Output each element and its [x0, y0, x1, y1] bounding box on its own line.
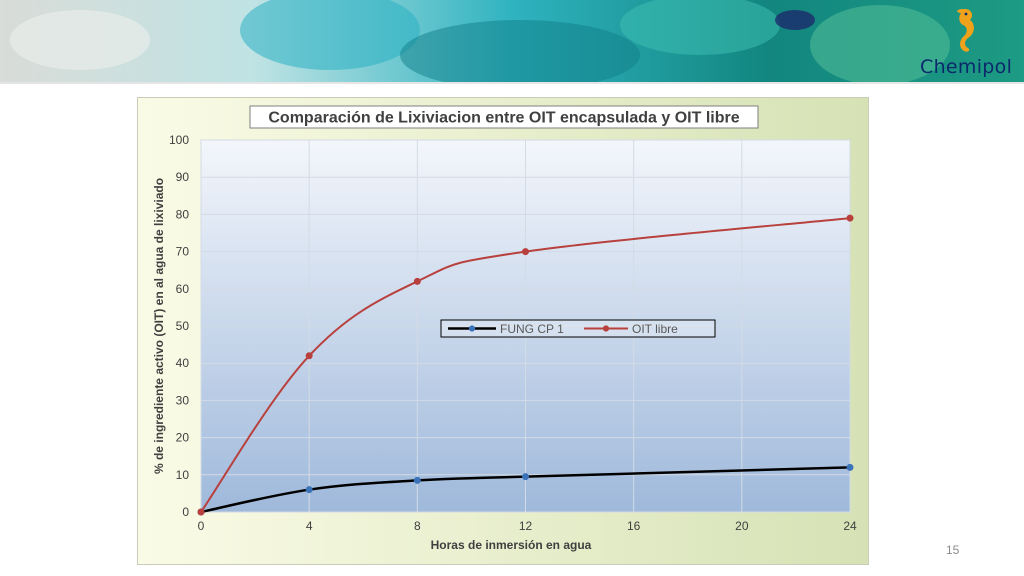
y-tick-label: 20 — [176, 431, 190, 445]
legend-box — [440, 319, 716, 338]
data-point-oit-libre — [305, 352, 313, 360]
y-tick-label: 100 — [169, 133, 189, 147]
data-point-fung-cp-1 — [413, 476, 421, 484]
seahorse-icon — [957, 9, 974, 52]
data-point-oit-libre — [197, 508, 205, 516]
x-tick-label: 20 — [735, 519, 749, 533]
data-point-oit-libre — [846, 214, 854, 222]
title-box — [249, 105, 759, 129]
series-line-oit-libre — [200, 217, 851, 513]
legend-label-fung-cp-1: FUNG CP 1 — [500, 322, 564, 336]
x-tick-label: 0 — [198, 519, 205, 533]
legend-label-oit-libre: OIT libre — [632, 322, 678, 336]
x-tick-label: 24 — [843, 519, 857, 533]
legend-marker-oit-libre — [602, 325, 610, 332]
x-tick-label: 12 — [519, 519, 533, 533]
series-line-fung-cp-1 — [200, 466, 851, 514]
data-point-oit-libre — [413, 277, 421, 285]
logo-text: Chemipol — [920, 56, 1013, 78]
data-point-fung-cp-1 — [522, 473, 529, 481]
y-tick-label: 70 — [176, 245, 190, 259]
chart-area: 0 10 20 30 40 50 60 70 80 90 100 0 4 8 12 16 20 24 Compar… — [137, 97, 869, 565]
y-tick-label: 80 — [176, 207, 190, 221]
y-tick-label: 0 — [182, 505, 189, 519]
data-point-fung-cp-1 — [846, 463, 854, 471]
y-tick-label: 30 — [176, 393, 190, 407]
y-tick-label: 10 — [176, 468, 190, 482]
y-tick-label: 40 — [176, 356, 190, 370]
series-layer — [197, 214, 854, 516]
header-banner — [0, 0, 1024, 84]
y-axis-label: % de ingrediente activo (OIT) en al agua… — [152, 178, 166, 474]
chart-title: Comparación de Lixiviacion entre OIT enc… — [268, 110, 739, 127]
y-tick-label: 60 — [176, 282, 190, 296]
data-point-fung-cp-1 — [305, 486, 313, 494]
tick-labels: 0 10 20 30 40 50 60 70 80 90 100 0 4 8 12 16 20 24 — [169, 133, 857, 533]
y-tick-label: 90 — [176, 170, 190, 184]
chemipol-logo: Chemipol — [920, 4, 1013, 80]
x-tick-label: 4 — [306, 519, 313, 533]
line-chart: 0 10 20 30 40 50 60 70 80 90 100 0 4 8 12 16 20 24 Compar… — [138, 98, 868, 564]
y-tick-label: 50 — [176, 319, 190, 333]
x-axis-label: Horas de inmersión en agua — [431, 538, 592, 552]
data-point-oit-libre — [522, 248, 529, 256]
legend-marker-fung-cp-1 — [468, 325, 476, 332]
legend: FUNG CP 1 OIT libre — [440, 319, 716, 338]
x-tick-label: 16 — [627, 519, 641, 533]
page-number: 15 — [946, 543, 960, 557]
x-tick-label: 8 — [414, 519, 421, 533]
